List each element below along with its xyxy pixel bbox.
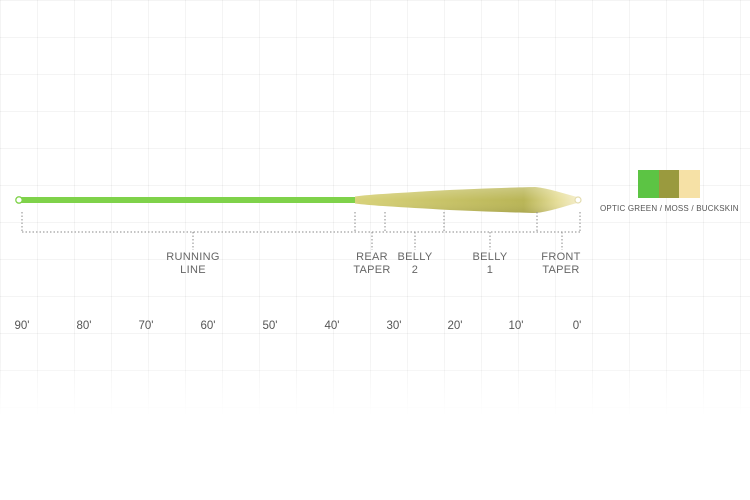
line-end-loop [15,196,23,204]
scale-tick: 70' [138,320,154,332]
swatch-optic-green [638,170,659,198]
label-front-taper: FRONT TAPER [541,251,581,276]
scale-tick: 40' [324,320,340,332]
scale-tick: 20' [447,320,463,332]
label-running-line: RUNNING LINE [166,251,220,276]
running-line-bar [18,197,360,203]
scale-tick: 30' [386,320,402,332]
scale-tick: 90' [14,320,30,332]
scale-tick: 0' [572,320,582,332]
label-belly-2: BELLY 2 [397,251,433,276]
swatch-buckskin [679,170,701,198]
label-belly-1: BELLY 1 [472,251,508,276]
color-option-label: OPTIC GREEN / MOSS / BUCKSKIN [600,204,739,213]
section-brackets [21,212,581,250]
scale-tick: 50' [262,320,278,332]
swatch-moss [658,170,680,198]
bottom-fade [0,360,750,500]
scale-tick: 80' [76,320,92,332]
label-rear-taper: REAR TAPER [353,251,391,276]
scale-tick: 60' [200,320,216,332]
color-swatch-group [638,170,701,198]
tip-loop [574,196,582,204]
scale-tick: 10' [508,320,524,332]
